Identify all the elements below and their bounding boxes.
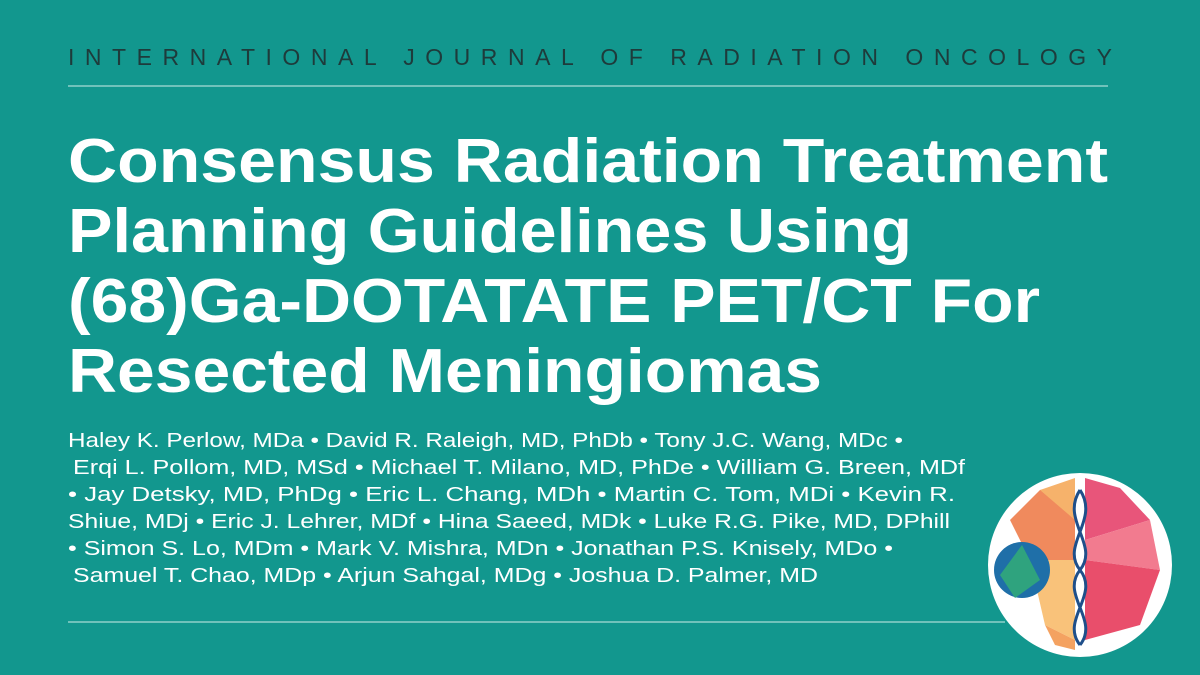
title-line: Resected Meningiomas <box>68 337 822 406</box>
author-line: Haley K. Perlow, MDa • David R. Raleigh,… <box>68 430 903 452</box>
authors: Haley K. Perlow, MDa • David R. Raleigh,… <box>68 430 966 587</box>
author-line: Samuel T. Chao, MDp • Arjun Sahgal, MDg … <box>73 565 818 587</box>
title-line: (68)Ga-DOTATATE PET/CT For <box>68 267 1040 336</box>
title-line: Planning Guidelines Using <box>68 197 912 266</box>
title-line: Consensus Radiation Treatment <box>68 127 1108 196</box>
author-line: Shiue, MDj • Eric J. Lehrer, MDf • Hina … <box>68 511 950 533</box>
author-line: • Jay Detsky, MD, PhDg • Eric L. Chang, … <box>68 484 955 506</box>
author-line: Erqi L. Pollom, MD, MSd • Michael T. Mil… <box>73 457 966 479</box>
logo <box>988 473 1172 657</box>
author-line: • Simon S. Lo, MDm • Mark V. Mishra, MDn… <box>68 538 893 560</box>
